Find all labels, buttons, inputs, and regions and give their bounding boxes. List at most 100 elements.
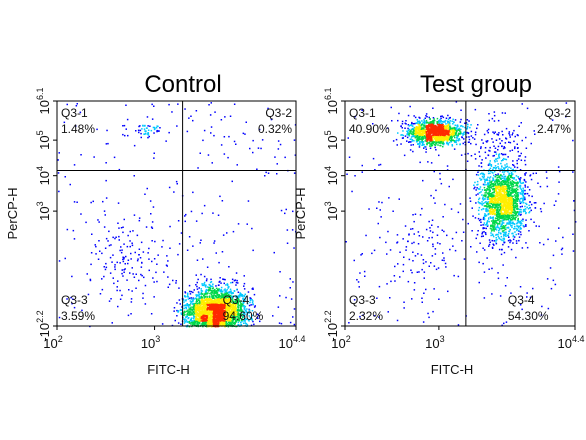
event-point [457,324,460,326]
event-point [511,188,513,191]
event-point [479,202,481,204]
event-point [243,285,245,287]
event-point [227,284,229,286]
event-point [231,308,233,310]
event-point [468,141,470,143]
event-point [428,265,430,267]
event-point [524,186,527,188]
event-point [234,310,237,313]
event-point [150,129,153,132]
event-point [215,299,217,302]
event-point [226,310,228,313]
event-point [150,313,153,315]
event-point [418,123,420,125]
event-point [223,293,225,295]
event-point [475,173,478,176]
event-point [212,289,214,292]
event-point [95,253,97,255]
event-point [520,122,522,124]
event-point [432,107,434,109]
event-point [144,132,147,135]
event-point [210,304,213,307]
event-point [186,315,188,318]
event-point [428,237,430,239]
event-point [487,184,490,186]
event-point [168,103,170,106]
event-point [411,128,413,131]
event-point [484,213,486,215]
event-point [185,316,187,318]
event-point [218,298,220,300]
event-point [507,187,510,190]
event-point [186,320,188,323]
event-point [509,175,512,177]
event-point [491,193,493,195]
event-point [528,194,530,197]
event-point [513,177,516,179]
event-point [492,243,494,245]
event-point [432,123,434,125]
chart-title: Test group [420,71,532,98]
event-point [438,122,441,125]
event-point [208,289,210,291]
event-point [448,141,451,144]
event-point [522,220,524,222]
event-point [240,307,242,310]
event-point [387,230,389,233]
event-point [215,322,218,325]
event-point [483,218,486,220]
x-tick-label: 102 [43,334,62,351]
event-point [510,176,512,178]
event-point [495,203,497,206]
event-point [213,313,216,315]
event-point [233,290,236,292]
event-point [202,302,204,304]
event-point [210,320,212,322]
event-point [538,225,540,228]
event-point [533,130,535,132]
event-point [212,313,215,315]
event-point [495,153,498,155]
event-point [424,136,426,138]
event-point [223,316,226,318]
event-point [229,307,231,310]
event-point [411,131,413,133]
event-point [423,147,425,149]
event-point [424,126,426,128]
event-point [493,132,495,135]
event-point [502,181,504,184]
event-point [279,143,282,146]
event-point [379,163,382,166]
event-point [503,153,505,156]
event-point [494,147,497,149]
event-point [216,324,219,326]
event-point [456,143,458,146]
event-point [445,123,447,125]
event-point [474,108,477,111]
event-point [221,290,224,293]
quadrant-name: Q3-1 [61,106,88,120]
event-point [474,153,476,155]
event-point [129,230,131,233]
event-point [513,140,515,143]
event-point [498,237,501,240]
event-point [477,174,480,176]
event-point [196,312,198,314]
event-point [409,130,411,133]
event-point [209,324,211,326]
event-point [504,164,506,166]
event-point [518,236,521,238]
event-point [224,302,227,304]
event-point [506,165,508,167]
event-point [227,286,230,288]
event-point [233,313,235,315]
event-point [424,140,427,142]
event-point [206,302,208,305]
event-point [234,303,236,305]
event-point [227,302,229,304]
event-point [205,286,207,288]
event-point [504,147,506,149]
event-point [481,233,483,235]
event-point [220,295,222,298]
event-point [386,253,388,255]
